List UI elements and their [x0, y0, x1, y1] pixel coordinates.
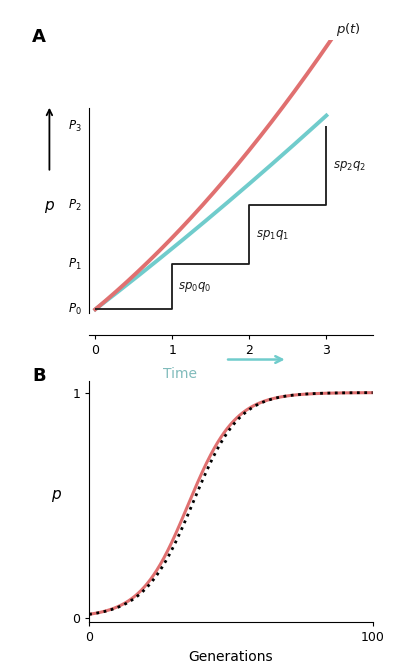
- Text: A: A: [32, 28, 46, 46]
- Text: $sp_1q_1$: $sp_1q_1$: [256, 228, 289, 242]
- Text: B: B: [32, 367, 46, 385]
- Text: $p(t)$: $p(t)$: [336, 21, 360, 38]
- Text: $P_2$: $P_2$: [68, 198, 82, 213]
- X-axis label: Generations: Generations: [189, 650, 273, 664]
- Text: $P_1$: $P_1$: [68, 257, 82, 272]
- Text: $P_3$: $P_3$: [68, 118, 82, 134]
- Text: $p$: $p$: [44, 199, 55, 215]
- Text: $sp_0q_0$: $sp_0q_0$: [179, 280, 212, 294]
- Text: Time: Time: [163, 367, 197, 381]
- Y-axis label: p: p: [51, 487, 60, 502]
- Text: $P_0$: $P_0$: [68, 302, 82, 317]
- Text: $sp_2q_2$: $sp_2q_2$: [333, 159, 366, 173]
